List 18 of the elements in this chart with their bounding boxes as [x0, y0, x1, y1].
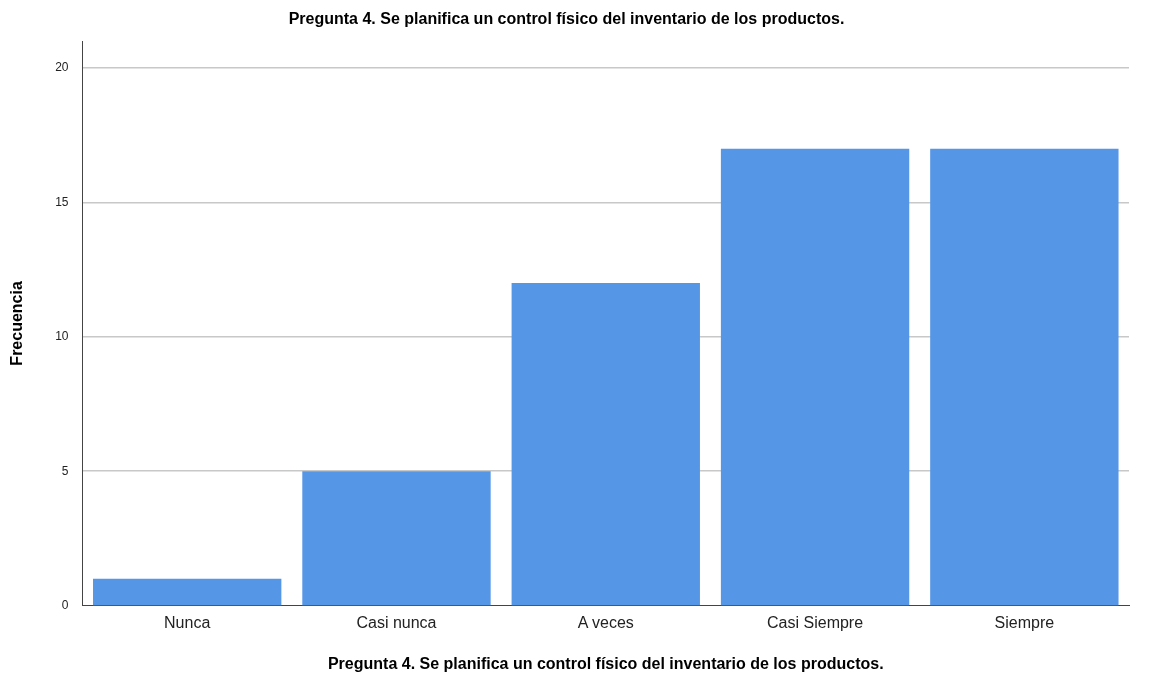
chart-title: Pregunta 4. Se planifica un control físico del inventario de los productos. — [288, 10, 845, 28]
bar — [720, 148, 910, 606]
x-tick-label: A veces — [577, 613, 634, 631]
y-tick-label: 20 — [55, 60, 69, 75]
x-tick-label: Casi Siempre — [767, 613, 864, 631]
y-tick-label: 5 — [61, 463, 69, 478]
y-tick-label: 0 — [61, 597, 69, 612]
y-axis-title: Frecuencia — [8, 281, 26, 366]
bar — [93, 578, 282, 606]
x-axis-title: Pregunta 4. Se planifica un control físico del inventario de los productos. — [327, 654, 884, 672]
bar — [302, 471, 491, 606]
x-tick-label: Siempre — [994, 613, 1055, 631]
x-tick-label: Casi nunca — [356, 613, 437, 631]
bar — [511, 283, 700, 606]
x-tick-label: Nunca — [164, 613, 211, 631]
y-tick-label: 15 — [55, 194, 69, 209]
bar — [930, 148, 1119, 606]
y-tick-label: 10 — [55, 329, 69, 344]
